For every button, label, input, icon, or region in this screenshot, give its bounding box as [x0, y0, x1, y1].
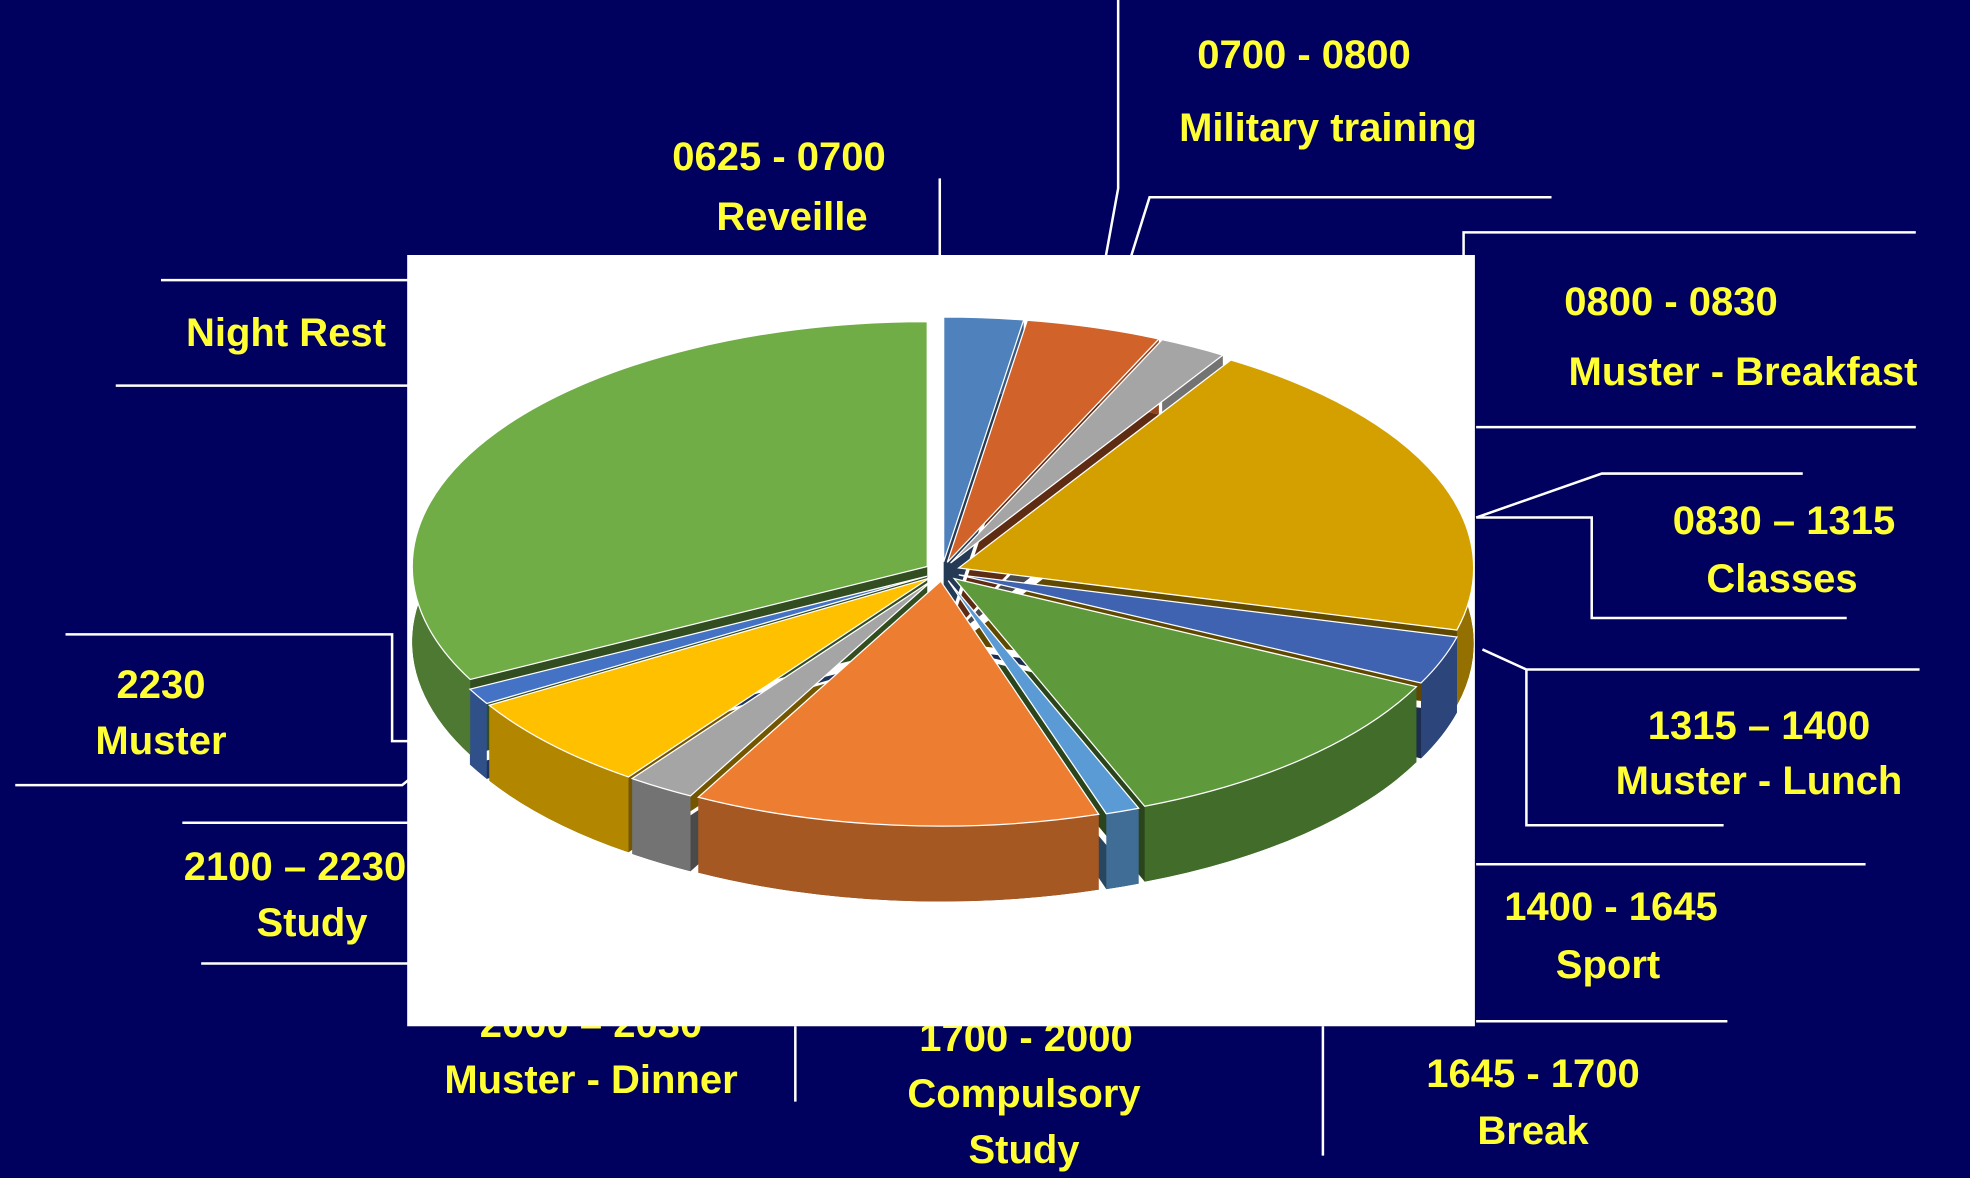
- leader-line: [1475, 472, 1847, 620]
- slice: [630, 579, 934, 797]
- activity-label: Reveille: [716, 195, 868, 239]
- leader-line: [1104, 0, 1120, 258]
- slice-side: [1144, 686, 1417, 882]
- activity-label: Muster: [95, 719, 227, 763]
- leader-line: [115, 278, 415, 387]
- time-label: 2100 – 2230: [183, 845, 407, 889]
- activity-label: Break: [1477, 1109, 1589, 1153]
- activity-label: Muster - Breakfast: [1568, 350, 1918, 394]
- activity-label: Military training: [1179, 106, 1477, 150]
- time-label: 1645 - 1700: [1426, 1052, 1640, 1096]
- slice: [957, 359, 1475, 631]
- leader-line: [1481, 648, 1920, 827]
- leader-line: [182, 821, 409, 965]
- activity-label: Night Rest: [186, 311, 386, 355]
- time-label: 0625 - 0700: [672, 135, 886, 179]
- slice-side: [489, 705, 629, 853]
- slice: [950, 338, 1225, 564]
- time-label: 2230: [116, 663, 206, 707]
- leader-line: [1462, 231, 1916, 258]
- activity-label: Classes: [1706, 557, 1858, 601]
- time-label: 0830 – 1315: [1672, 499, 1896, 543]
- activity-label: Sport: [1555, 943, 1661, 987]
- leader-line: [1129, 195, 1552, 258]
- slice: [696, 580, 1100, 827]
- slice-side: [698, 797, 1099, 902]
- time-label: 1315 – 1400: [1647, 704, 1871, 748]
- slice: [947, 580, 1140, 815]
- slice: [411, 320, 928, 681]
- slice: [946, 319, 1161, 563]
- activity-label: Compulsory Study: [907, 1072, 1141, 1172]
- slice-side: [1420, 636, 1457, 759]
- slice: [952, 577, 1418, 807]
- slice: [943, 316, 1025, 563]
- slice: [958, 574, 1458, 684]
- slice-side: [632, 778, 691, 872]
- slice-side: [1106, 808, 1139, 890]
- activity-label: Muster - Dinner: [444, 1058, 738, 1102]
- time-label: 0700 - 0800: [1197, 33, 1411, 77]
- time-label: 1400 - 1645: [1504, 885, 1718, 929]
- time-label: 0800 - 0830: [1564, 280, 1778, 324]
- slice-side: [469, 689, 487, 779]
- slice: [468, 575, 928, 705]
- activity-label: Muster - Lunch: [1615, 759, 1903, 803]
- slice: [487, 577, 930, 778]
- activity-label: Study: [256, 901, 368, 945]
